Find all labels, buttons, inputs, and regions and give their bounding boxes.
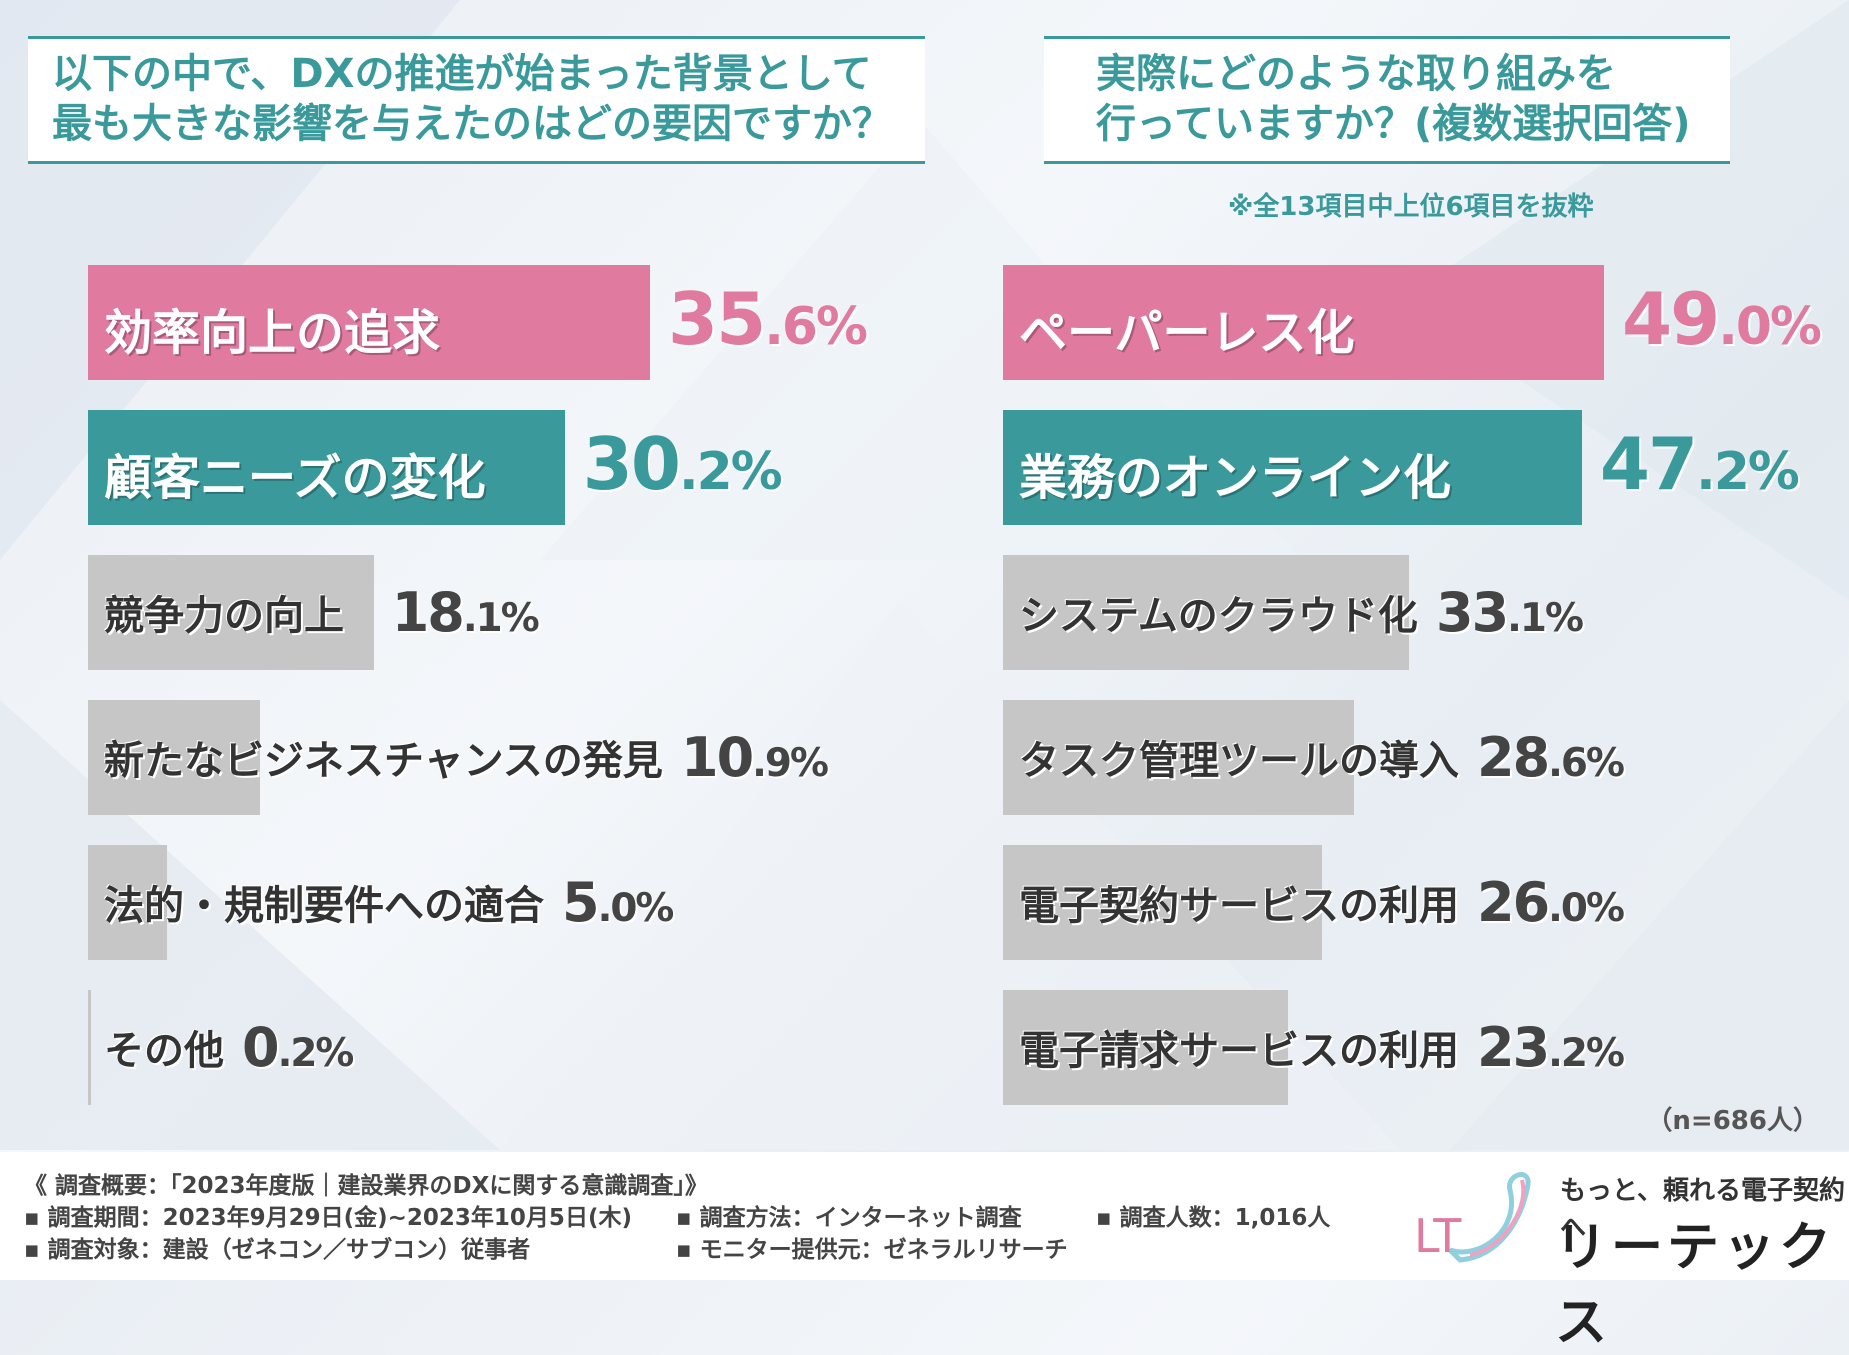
left-bar-label-5: 法的・規制要件への適合	[104, 883, 544, 929]
right-bar-label-5: 電子契約サービスの利用	[1019, 883, 1459, 929]
left-bar-value-1: 35.6%	[668, 277, 868, 361]
survey-period: ▪ 調査期間：2023年9月29日(金)~2023年10月5日(木)	[24, 1205, 632, 1231]
right-bar-5	[1003, 845, 1322, 960]
left-bar-label-3: 競争力の向上	[104, 593, 344, 639]
survey-provider: ▪ モニター提供元：ゼネラルリサーチ	[676, 1237, 1068, 1263]
brand-logo-text: LT	[1414, 1209, 1462, 1263]
left-bar-4	[88, 700, 261, 815]
right-question: 実際にどのような取り組みを 行っていますか？(複数選択回答)	[1044, 36, 1730, 164]
left-question-line-1: 以下の中で、DXの推進が始まった背景として	[52, 51, 872, 97]
left-question-line-2: 最も大きな影響を与えたのはどの要因ですか？	[52, 101, 892, 147]
right-bar-6	[1003, 990, 1288, 1105]
survey-method: ▪ 調査方法：インターネット調査	[676, 1205, 1022, 1231]
right-question-line-2: 行っていますか？(複数選択回答)	[1096, 101, 1691, 147]
left-bar-6	[88, 990, 92, 1105]
left-bar-label-2: 顧客ニーズの変化	[104, 450, 486, 506]
left-question: 以下の中で、DXの推進が始まった背景として 最も大きな影響を与えたのはどの要因で…	[28, 36, 925, 164]
brand-tagline: もっと、頼れる電子契約へ	[1560, 1176, 1845, 1243]
right-bar-1	[1003, 265, 1604, 380]
right-bar-value-3: 33.1%	[1436, 581, 1584, 644]
right-bar-value-2: 47.2%	[1599, 422, 1800, 506]
left-bar-value-6: 0.2%	[242, 1016, 354, 1079]
right-bar-label-2: 業務のオンライン化	[1019, 450, 1452, 506]
left-bar-value-2: 30.2%	[582, 422, 783, 506]
right-bar-value-1: 49.0%	[1622, 277, 1822, 361]
brand-logo-icon: LT	[1414, 1172, 1531, 1263]
right-bar-label-1: ペーパーレス化	[1019, 305, 1355, 361]
left-bar-label-6: その他	[104, 1028, 224, 1074]
left-bar-3	[88, 555, 374, 670]
left-bar-5	[88, 845, 167, 960]
left-bar-value-5: 5.0%	[562, 871, 674, 934]
footer: 《 調査概要：「2023年度版｜建設業界のDXに関する意識調査」》 ▪ 調査期間…	[0, 1152, 1849, 1280]
right-question-line-1: 実際にどのような取り組みを	[1096, 51, 1616, 97]
right-bar-label-6: 電子請求サービスの利用	[1019, 1028, 1459, 1074]
survey-title: 《 調査概要：「2023年度版｜建設業界のDXに関する意識調査」》	[24, 1173, 708, 1199]
left-bar-label-4: 新たなビジネスチャンスの発見	[104, 738, 663, 784]
right-bar-4	[1003, 700, 1354, 815]
right-bar-value-4: 28.6%	[1477, 726, 1625, 789]
survey-target: ▪ 調査対象：建設（ゼネコン／サブコン）従事者	[24, 1237, 531, 1263]
right-bar-value-6: 23.2%	[1477, 1016, 1625, 1079]
right-bar-label-4: タスク管理ツールの導入	[1019, 738, 1459, 784]
left-bar-value-4: 10.9%	[681, 726, 829, 789]
right-bar-value-5: 26.0%	[1477, 871, 1625, 934]
left-bar-1	[88, 265, 650, 380]
right-bar-3	[1003, 555, 1409, 670]
right-bar-label-3: システムのクラウド化	[1019, 593, 1418, 639]
left-bar-2	[88, 410, 565, 525]
left-bar-label-1: 効率向上の追求	[104, 305, 441, 361]
survey-count: ▪ 調査人数：1,016人	[1096, 1205, 1331, 1231]
brand-name: リーテックス	[1555, 1218, 1836, 1353]
left-bar-value-3: 18.1%	[391, 581, 540, 644]
sample-size: （n=686人）	[1646, 1106, 1819, 1136]
right-bar-2	[1003, 410, 1582, 525]
right-note: ※全13項目中上位6項目を抜粋	[1228, 192, 1594, 222]
